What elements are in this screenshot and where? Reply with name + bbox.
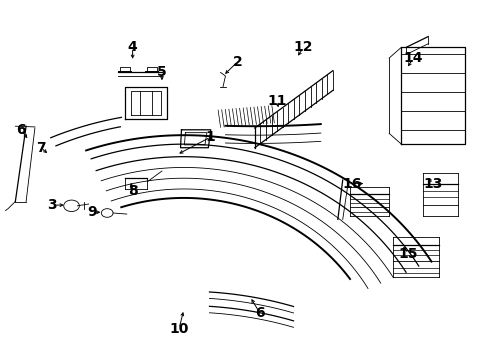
- Text: 6: 6: [255, 306, 265, 320]
- Text: 7: 7: [36, 141, 46, 155]
- Text: 2: 2: [233, 55, 243, 69]
- Text: 5: 5: [157, 66, 167, 80]
- Text: 4: 4: [128, 40, 138, 54]
- Text: 14: 14: [404, 51, 423, 65]
- Text: 12: 12: [294, 40, 314, 54]
- Text: 8: 8: [128, 184, 138, 198]
- Text: 15: 15: [399, 247, 418, 261]
- Text: 6: 6: [16, 123, 26, 137]
- Text: 3: 3: [47, 198, 57, 212]
- Text: 11: 11: [267, 94, 287, 108]
- Text: 13: 13: [423, 177, 443, 190]
- Text: 10: 10: [170, 322, 189, 336]
- Text: 1: 1: [206, 130, 216, 144]
- Text: 16: 16: [343, 177, 362, 190]
- Text: 9: 9: [88, 205, 98, 219]
